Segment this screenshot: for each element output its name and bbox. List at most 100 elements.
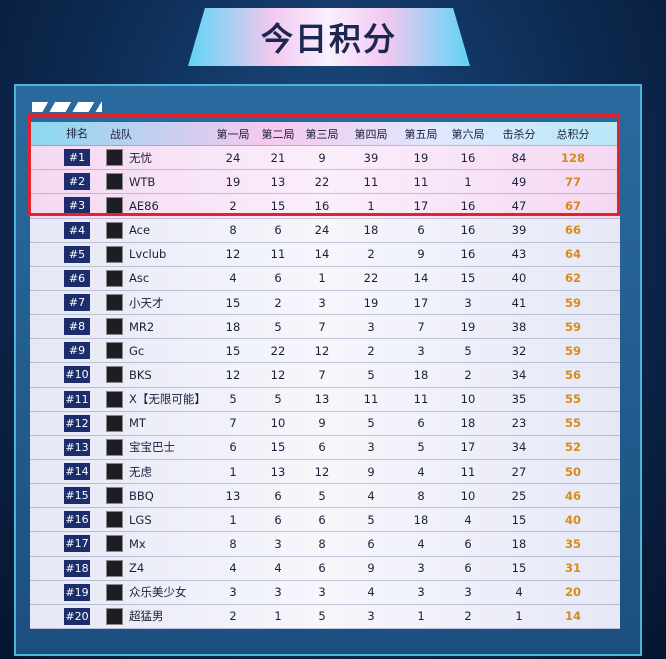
team-name: X【无限可能】 (129, 392, 206, 407)
score: 11 (363, 392, 379, 407)
rank: #14 (64, 463, 90, 481)
team-name: Ace (129, 223, 151, 238)
score: 4 (464, 512, 472, 527)
score: 24 (314, 223, 330, 238)
score: 8 (318, 536, 326, 551)
score: 32 (511, 343, 527, 358)
score: 40 (511, 271, 527, 286)
score: 3 (417, 561, 425, 576)
team-name: Gc (129, 343, 145, 358)
score: 39 (363, 150, 379, 165)
score: 13 (270, 174, 286, 189)
score: 1 (229, 464, 237, 479)
score: 10 (460, 392, 476, 407)
rank: #16 (64, 511, 90, 529)
total-score: 59 (564, 343, 581, 358)
rank: #9 (64, 342, 90, 360)
rank: #10 (64, 366, 90, 384)
score: 1 (417, 609, 425, 624)
team-logo (106, 149, 123, 167)
score: 4 (367, 488, 375, 503)
table-row: #13 宝宝巴士 6 15 6 3 5 17 34 52 (30, 435, 620, 460)
rank: #11 (64, 390, 90, 408)
score: 5 (274, 319, 282, 334)
score: 27 (511, 464, 527, 479)
score: 11 (270, 247, 286, 262)
team-name: 小天才 (129, 295, 164, 310)
score: 12 (225, 367, 241, 382)
score: 15 (225, 343, 241, 358)
score: 8 (417, 488, 425, 503)
header-cell: 总积分 (556, 127, 590, 141)
score: 5 (229, 392, 237, 407)
score: 8 (229, 536, 237, 551)
score: 35 (511, 392, 527, 407)
title-banner: 今日积分 (188, 8, 470, 66)
team-logo (106, 559, 123, 577)
table-row: #17 Mx 8 3 8 6 4 6 18 35 (30, 532, 620, 557)
score: 3 (367, 440, 375, 455)
rank: #20 (64, 607, 90, 625)
team-name: BBQ (129, 488, 154, 503)
score: 9 (417, 247, 425, 262)
score: 7 (229, 416, 237, 431)
score: 7 (417, 319, 425, 334)
rank: #3 (64, 197, 90, 215)
team-name: 众乐美少女 (129, 585, 187, 600)
score: 15 (460, 271, 476, 286)
total-score: 67 (564, 198, 581, 213)
header-row: 排名 战队 第一局 第二局 第三局 第四局 第五局 第六局 击杀分 总积分 (30, 122, 620, 147)
score: 21 (270, 150, 286, 165)
rank: #7 (64, 294, 90, 312)
score: 10 (270, 416, 286, 431)
score: 4 (229, 561, 237, 576)
team-name: 无忧 (129, 150, 152, 165)
score: 15 (270, 198, 286, 213)
team-name: AE86 (129, 198, 159, 213)
rank: #19 (64, 583, 90, 601)
team-logo (106, 342, 123, 360)
table-row: #1 无忧 24 21 9 39 19 16 84 128 (30, 146, 620, 171)
score: 16 (460, 150, 476, 165)
score: 15 (511, 561, 527, 576)
score: 3 (464, 295, 472, 310)
team-logo (106, 294, 123, 312)
total-score: 52 (564, 440, 581, 455)
score: 18 (511, 536, 527, 551)
team-logo (106, 318, 123, 336)
score: 15 (270, 440, 286, 455)
score: 4 (417, 536, 425, 551)
score: 18 (413, 367, 429, 382)
score: 2 (274, 295, 282, 310)
rank: #1 (64, 149, 90, 167)
score: 1 (274, 609, 282, 624)
team-logo (106, 366, 123, 384)
header-cell: 第四局 (354, 127, 388, 141)
table-row: #18 Z4 4 4 6 9 3 6 15 31 (30, 556, 620, 581)
score: 4 (515, 585, 523, 600)
score: 2 (367, 343, 375, 358)
header-cell: 排名 (66, 127, 88, 141)
score: 2 (464, 367, 472, 382)
score: 6 (229, 440, 237, 455)
team-logo (106, 463, 123, 481)
score: 6 (318, 440, 326, 455)
title: 今日积分 (260, 20, 397, 58)
score: 6 (417, 223, 425, 238)
rank: #18 (64, 559, 90, 577)
team-logo (106, 607, 123, 625)
table-row: #14 无虑 1 13 12 9 4 11 27 50 (30, 459, 620, 485)
score: 5 (367, 367, 375, 382)
score: 9 (318, 416, 326, 431)
score: 18 (225, 319, 241, 334)
total-score: 77 (564, 174, 581, 189)
score: 47 (511, 198, 527, 213)
score: 5 (464, 343, 472, 358)
score: 34 (511, 440, 527, 455)
table-row: #19 众乐美少女 3 3 3 4 3 3 4 20 (30, 580, 620, 605)
total-score: 59 (564, 319, 581, 334)
team-logo (106, 173, 123, 191)
score: 13 (270, 464, 286, 479)
score: 3 (318, 295, 326, 310)
team-name: LGS (129, 512, 152, 527)
